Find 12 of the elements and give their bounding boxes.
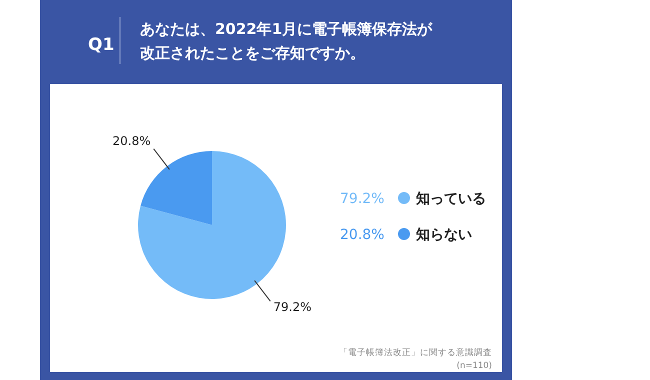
- pie-slice: [140, 151, 212, 225]
- text: (n=110): [456, 361, 492, 371]
- text: 「電子帳簿法改正」に関する意識調査: [339, 347, 492, 358]
- legend-label: 知らない: [415, 227, 472, 243]
- pie-slice: [138, 151, 286, 299]
- chart-subtitle: あなたは、2022年1月に電子帳簿保存法が改正されたことをご存知ですか。: [140, 20, 434, 62]
- data-label: 79.2%: [273, 300, 312, 314]
- text: 79.2%: [340, 191, 384, 207]
- legend-label: 知っている: [415, 191, 486, 207]
- data-label: 20.8%: [112, 134, 151, 148]
- chart-title: Q1: [88, 35, 114, 55]
- text: 20.8%: [340, 227, 384, 243]
